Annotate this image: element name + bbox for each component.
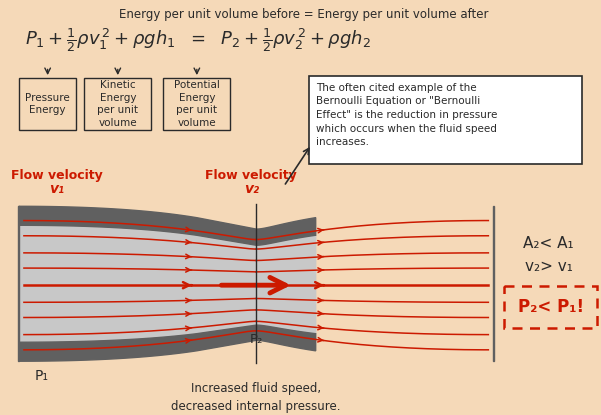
Text: P₂: P₂ — [249, 333, 263, 346]
Text: $P_1 + \frac{1}{2}\rho v_1^{\,2} + \rho g h_1\ \ =\ \ P_2 + \frac{1}{2}\rho v_2^: $P_1 + \frac{1}{2}\rho v_1^{\,2} + \rho … — [25, 27, 371, 54]
Text: Flow velocity: Flow velocity — [11, 169, 102, 182]
Text: The often cited example of the
Bernoulli Equation or "Bernoulli
Effect" is the r: The often cited example of the Bernoulli… — [316, 83, 498, 147]
FancyBboxPatch shape — [310, 76, 582, 164]
Text: Energy per unit volume before = Energy per unit volume after: Energy per unit volume before = Energy p… — [119, 7, 489, 21]
Polygon shape — [19, 325, 316, 361]
Text: v₁: v₁ — [49, 182, 64, 195]
Text: Kinetic
Energy
per unit
volume: Kinetic Energy per unit volume — [97, 80, 138, 128]
Text: Flow velocity: Flow velocity — [206, 169, 297, 182]
FancyBboxPatch shape — [84, 78, 151, 130]
Text: Potential
Energy
per unit
volume: Potential Energy per unit volume — [174, 80, 220, 128]
Polygon shape — [493, 206, 494, 361]
Polygon shape — [18, 206, 19, 361]
Text: P₁: P₁ — [35, 369, 49, 383]
Text: P₂< P₁!: P₂< P₁! — [517, 298, 584, 316]
Text: v₂> v₁: v₂> v₁ — [525, 259, 573, 273]
FancyBboxPatch shape — [163, 78, 230, 130]
Polygon shape — [19, 225, 316, 342]
Text: v₂: v₂ — [243, 182, 259, 195]
Text: A₂< A₁: A₂< A₁ — [523, 236, 574, 251]
FancyBboxPatch shape — [19, 78, 76, 130]
FancyBboxPatch shape — [504, 286, 597, 328]
Polygon shape — [19, 206, 316, 245]
Text: Increased fluid speed,
decreased internal pressure.: Increased fluid speed, decreased interna… — [171, 382, 341, 413]
Text: Pressure
Energy: Pressure Energy — [25, 93, 70, 115]
